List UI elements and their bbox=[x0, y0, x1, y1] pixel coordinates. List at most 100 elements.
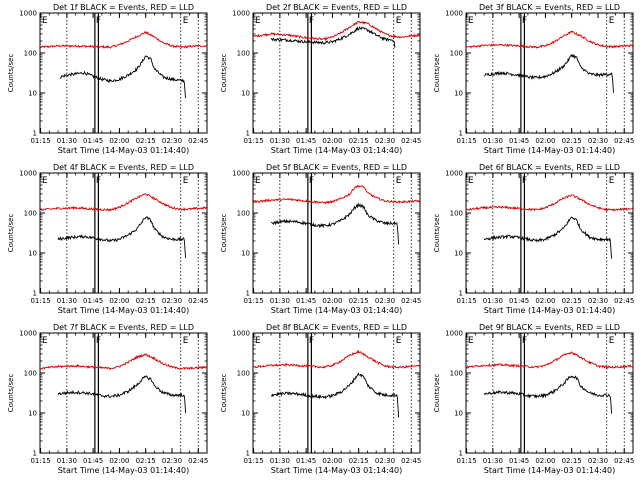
interval-marker-e: E bbox=[396, 16, 402, 26]
x-tick-label: 02:30 bbox=[588, 137, 608, 145]
x-tick-label: 02:30 bbox=[375, 297, 395, 305]
x-tick-label: 01:15 bbox=[30, 137, 50, 145]
chart-svg: Det 7f BLACK = Events, RED = LLD 1 10 100 10… bbox=[7, 323, 208, 475]
y-tick-label: 1 bbox=[246, 290, 250, 298]
chart-svg: Det 2f BLACK = Events, RED = LLD 1 10 100 10… bbox=[220, 3, 421, 155]
y-tick-label: 1000 bbox=[445, 10, 463, 18]
y-tick-label: 10 bbox=[241, 250, 250, 258]
x-tick-label: 02:15 bbox=[136, 297, 156, 305]
x-tick-label: 02:00 bbox=[535, 297, 555, 305]
y-tick-label: 100 bbox=[237, 370, 250, 378]
x-tick-label: 02:45 bbox=[614, 137, 634, 145]
interval-marker-e: E bbox=[609, 336, 615, 346]
x-tick-label: 01:30 bbox=[57, 137, 77, 145]
x-tick-label: 01:45 bbox=[509, 457, 529, 465]
x-tick-label: 01:45 bbox=[296, 457, 316, 465]
panel-title: Det 3f BLACK = Events, RED = LLD bbox=[479, 3, 620, 12]
panel-det-2: Det 2f BLACK = Events, RED = LLD 1 10 100 10… bbox=[213, 0, 426, 160]
lld-series-line bbox=[466, 194, 634, 213]
interval-marker-e: E bbox=[396, 336, 402, 346]
interval-marker-f: F bbox=[309, 16, 314, 26]
y-tick-label: 100 bbox=[450, 370, 463, 378]
x-tick-label: 01:15 bbox=[456, 137, 476, 145]
y-tick-label: 1 bbox=[33, 290, 37, 298]
y-tick-label: 1 bbox=[246, 130, 250, 138]
y-tick-label: 100 bbox=[237, 210, 250, 218]
y-axis-label: Counts/sec bbox=[7, 214, 15, 253]
interval-marker-e: E bbox=[42, 16, 48, 26]
y-axis-label: Counts/sec bbox=[220, 214, 228, 253]
x-tick-label: 02:30 bbox=[162, 137, 182, 145]
panel-title: Det 8f BLACK = Events, RED = LLD bbox=[266, 323, 407, 332]
plot-frame bbox=[252, 12, 421, 134]
x-tick-label: 01:45 bbox=[296, 297, 316, 305]
y-axis-label: Counts/sec bbox=[433, 214, 441, 253]
interval-marker-e: E bbox=[183, 176, 189, 186]
y-tick-label: 100 bbox=[450, 50, 463, 58]
panel-det-5: Det 5f BLACK = Events, RED = LLD 1 10 100 10… bbox=[213, 160, 426, 320]
x-tick-label: 02:15 bbox=[349, 457, 369, 465]
plot-frame bbox=[465, 172, 634, 294]
interval-marker-f: F bbox=[522, 336, 527, 346]
x-tick-label: 02:30 bbox=[588, 297, 608, 305]
y-tick-label: 100 bbox=[450, 210, 463, 218]
y-tick-label: 1 bbox=[459, 130, 463, 138]
x-tick-label: 02:45 bbox=[188, 457, 208, 465]
events-series-line bbox=[59, 55, 186, 99]
x-tick-label: 01:45 bbox=[296, 137, 316, 145]
y-tick-label: 100 bbox=[24, 50, 37, 58]
plot-frame bbox=[465, 332, 634, 454]
x-tick-label: 02:00 bbox=[535, 457, 555, 465]
plot-frame bbox=[252, 332, 421, 454]
x-tick-label: 02:15 bbox=[349, 137, 369, 145]
y-axis-label: Counts/sec bbox=[433, 374, 441, 413]
y-tick-label: 1 bbox=[459, 290, 463, 298]
interval-marker-f: F bbox=[96, 16, 101, 26]
lld-series-line bbox=[253, 20, 421, 42]
plot-frame bbox=[252, 172, 421, 294]
y-tick-label: 1000 bbox=[232, 10, 250, 18]
x-axis-label: Start Time (14-May-03 01:14:40) bbox=[484, 306, 615, 315]
interval-marker-e: E bbox=[183, 16, 189, 26]
x-tick-label: 02:45 bbox=[401, 137, 421, 145]
y-tick-label: 1000 bbox=[445, 330, 463, 338]
lld-series-line bbox=[253, 349, 421, 369]
chart-svg: Det 9f BLACK = Events, RED = LLD 1 10 100 10… bbox=[433, 323, 634, 475]
panel-title: Det 5f BLACK = Events, RED = LLD bbox=[266, 163, 407, 172]
chart-svg: Det 1f BLACK = Events, RED = LLD 1 10 100 10… bbox=[7, 3, 208, 155]
lld-series-line bbox=[40, 30, 208, 49]
x-tick-label: 02:15 bbox=[562, 137, 582, 145]
events-series-line bbox=[483, 375, 613, 414]
panel-title: Det 6f BLACK = Events, RED = LLD bbox=[479, 163, 620, 172]
y-tick-label: 10 bbox=[28, 90, 37, 98]
y-tick-label: 10 bbox=[454, 410, 463, 418]
y-tick-label: 1000 bbox=[445, 170, 463, 178]
x-tick-label: 02:45 bbox=[614, 297, 634, 305]
lld-series-line bbox=[466, 30, 634, 49]
interval-marker-e: E bbox=[609, 176, 615, 186]
x-tick-label: 01:45 bbox=[83, 457, 103, 465]
x-tick-label: 01:15 bbox=[456, 457, 476, 465]
y-tick-label: 10 bbox=[241, 410, 250, 418]
interval-marker-f: F bbox=[96, 176, 101, 186]
chart-svg: Det 3f BLACK = Events, RED = LLD 1 10 100 10… bbox=[433, 3, 634, 155]
interval-marker-f: F bbox=[309, 336, 314, 346]
panel-det-6: Det 6f BLACK = Events, RED = LLD 1 10 100 10… bbox=[426, 160, 639, 320]
x-tick-label: 01:30 bbox=[270, 137, 290, 145]
panel-det-4: Det 4f BLACK = Events, RED = LLD 1 10 100 10… bbox=[0, 160, 213, 320]
x-axis-label: Start Time (14-May-03 01:14:40) bbox=[484, 146, 615, 155]
y-axis-label: Counts/sec bbox=[7, 374, 15, 413]
interval-marker-e: E bbox=[396, 176, 402, 186]
x-axis-label: Start Time (14-May-03 01:14:40) bbox=[271, 466, 402, 475]
x-tick-label: 02:15 bbox=[136, 457, 156, 465]
events-series-line bbox=[483, 53, 614, 93]
chart-svg: Det 6f BLACK = Events, RED = LLD 1 10 100 10… bbox=[433, 163, 634, 315]
plot-frame bbox=[465, 12, 634, 134]
lld-series-line bbox=[40, 353, 208, 371]
x-tick-label: 02:00 bbox=[322, 297, 342, 305]
interval-marker-e: E bbox=[609, 16, 615, 26]
x-axis-label: Start Time (14-May-03 01:14:40) bbox=[271, 306, 402, 315]
y-tick-label: 1000 bbox=[232, 170, 250, 178]
interval-marker-e: E bbox=[42, 336, 48, 346]
